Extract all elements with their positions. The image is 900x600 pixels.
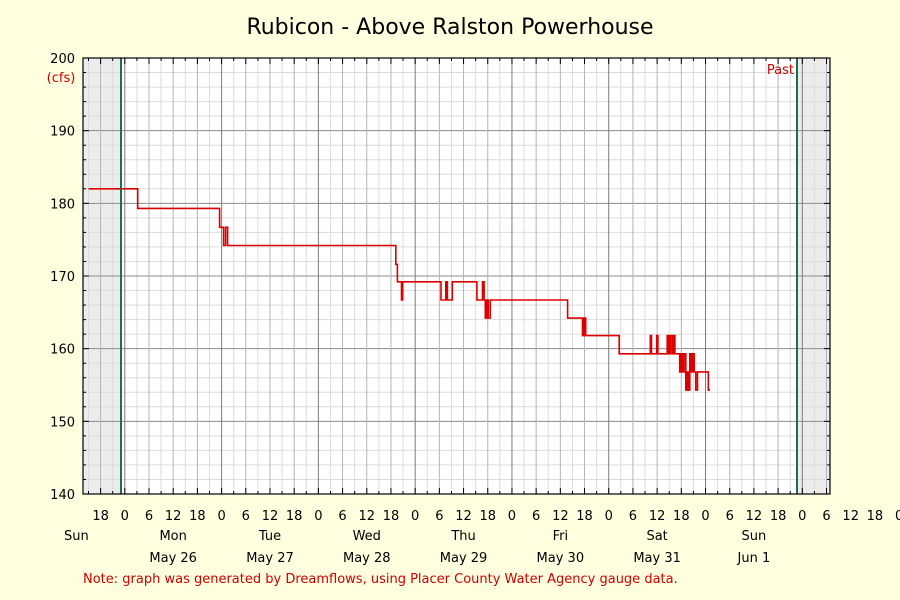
x-tick-label: 0 [121, 509, 129, 524]
x-tick-label: 12 [358, 509, 375, 524]
y-tick-label: 190 [50, 125, 75, 140]
x-tick-label: 6 [242, 509, 250, 524]
x-tick-label: 18 [92, 509, 109, 524]
day-label: Fri [553, 529, 569, 544]
date-label: May 29 [440, 551, 488, 566]
y-tick-label: 140 [50, 488, 75, 503]
x-tick-label: 6 [822, 509, 830, 524]
y-tick-label: 200 [50, 52, 75, 67]
x-tick-label: 0 [798, 509, 806, 524]
day-label: Sun [64, 529, 89, 544]
x-tick-label: 0 [895, 509, 900, 524]
x-tick-label: 0 [605, 509, 613, 524]
x-tick-label: 12 [842, 509, 859, 524]
x-tick-label: 18 [383, 509, 400, 524]
x-tick-label: 18 [770, 509, 787, 524]
x-tick-label: 0 [217, 509, 225, 524]
date-label: May 30 [537, 551, 585, 566]
day-label: Sat [646, 529, 667, 544]
date-label: May 26 [149, 551, 197, 566]
y-axis-unit-label: (cfs) [47, 71, 76, 86]
date-label: May 28 [343, 551, 391, 566]
y-tick-label: 170 [50, 270, 75, 285]
x-tick-label: 18 [576, 509, 593, 524]
x-tick-label: 12 [262, 509, 279, 524]
x-axis: 18 0 6 12 18 0 6 12 18 0 6 12 18 0 6 12 18 0 6 12 18 0 6 12 18 0 6… [64, 509, 900, 566]
y-tick-label: 150 [50, 415, 75, 430]
x-tick-label: 6 [532, 509, 540, 524]
x-tick-label: 6 [338, 509, 346, 524]
x-tick-label: 12 [649, 509, 666, 524]
x-tick-label: 18 [286, 509, 303, 524]
grid [83, 57, 830, 495]
x-tick-label: 6 [726, 509, 734, 524]
x-tick-label: 12 [746, 509, 763, 524]
series-layer [88, 188, 710, 391]
x-tick-label: 18 [867, 509, 884, 524]
x-tick-label: 6 [629, 509, 637, 524]
x-tick-label: 18 [479, 509, 496, 524]
x-tick-label: 0 [314, 509, 322, 524]
plot-frame [82, 57, 831, 495]
day-label: Sun [742, 529, 767, 544]
date-label: May 27 [246, 551, 294, 566]
x-tick-label: 0 [508, 509, 516, 524]
day-label: Wed [353, 529, 381, 544]
y-tick-label: 180 [50, 197, 75, 212]
x-tick-label: 6 [435, 509, 443, 524]
date-label: Jun 1 [737, 551, 771, 566]
x-tick-label: 12 [455, 509, 472, 524]
past-label: Past [767, 63, 794, 78]
y-axis: 140 150 160 170 180 190 200 [50, 52, 75, 503]
day-label: Thu [450, 529, 475, 544]
x-tick-label: 12 [165, 509, 182, 524]
chart-title: Rubicon - Above Ralston Powerhouse [246, 15, 653, 40]
x-tick-label: 0 [701, 509, 709, 524]
x-tick-label: 12 [552, 509, 569, 524]
date-label: May 31 [633, 551, 681, 566]
x-tick-label: 18 [673, 509, 690, 524]
x-tick-label: 0 [411, 509, 419, 524]
day-label: Tue [258, 529, 281, 544]
flow-line [88, 188, 710, 391]
y-tick-label: 160 [50, 343, 75, 358]
x-tick-label: 6 [145, 509, 153, 524]
footnote: Note: graph was generated by Dreamflows,… [83, 572, 678, 587]
day-label: Mon [159, 529, 186, 544]
x-tick-label: 18 [189, 509, 206, 524]
